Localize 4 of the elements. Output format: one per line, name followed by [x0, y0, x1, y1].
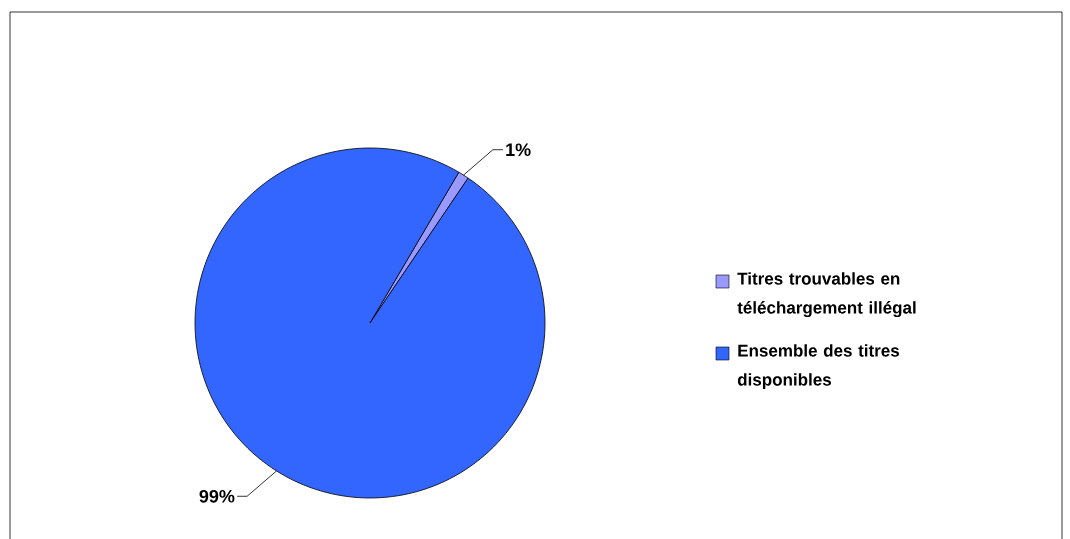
data-label: 99% — [199, 489, 235, 503]
legend-label: Titres trouvables en téléchargement illégal — [737, 272, 916, 318]
data-label: 1% — [506, 143, 531, 157]
legend-label: Ensemble des titres disponibles — [737, 344, 899, 390]
